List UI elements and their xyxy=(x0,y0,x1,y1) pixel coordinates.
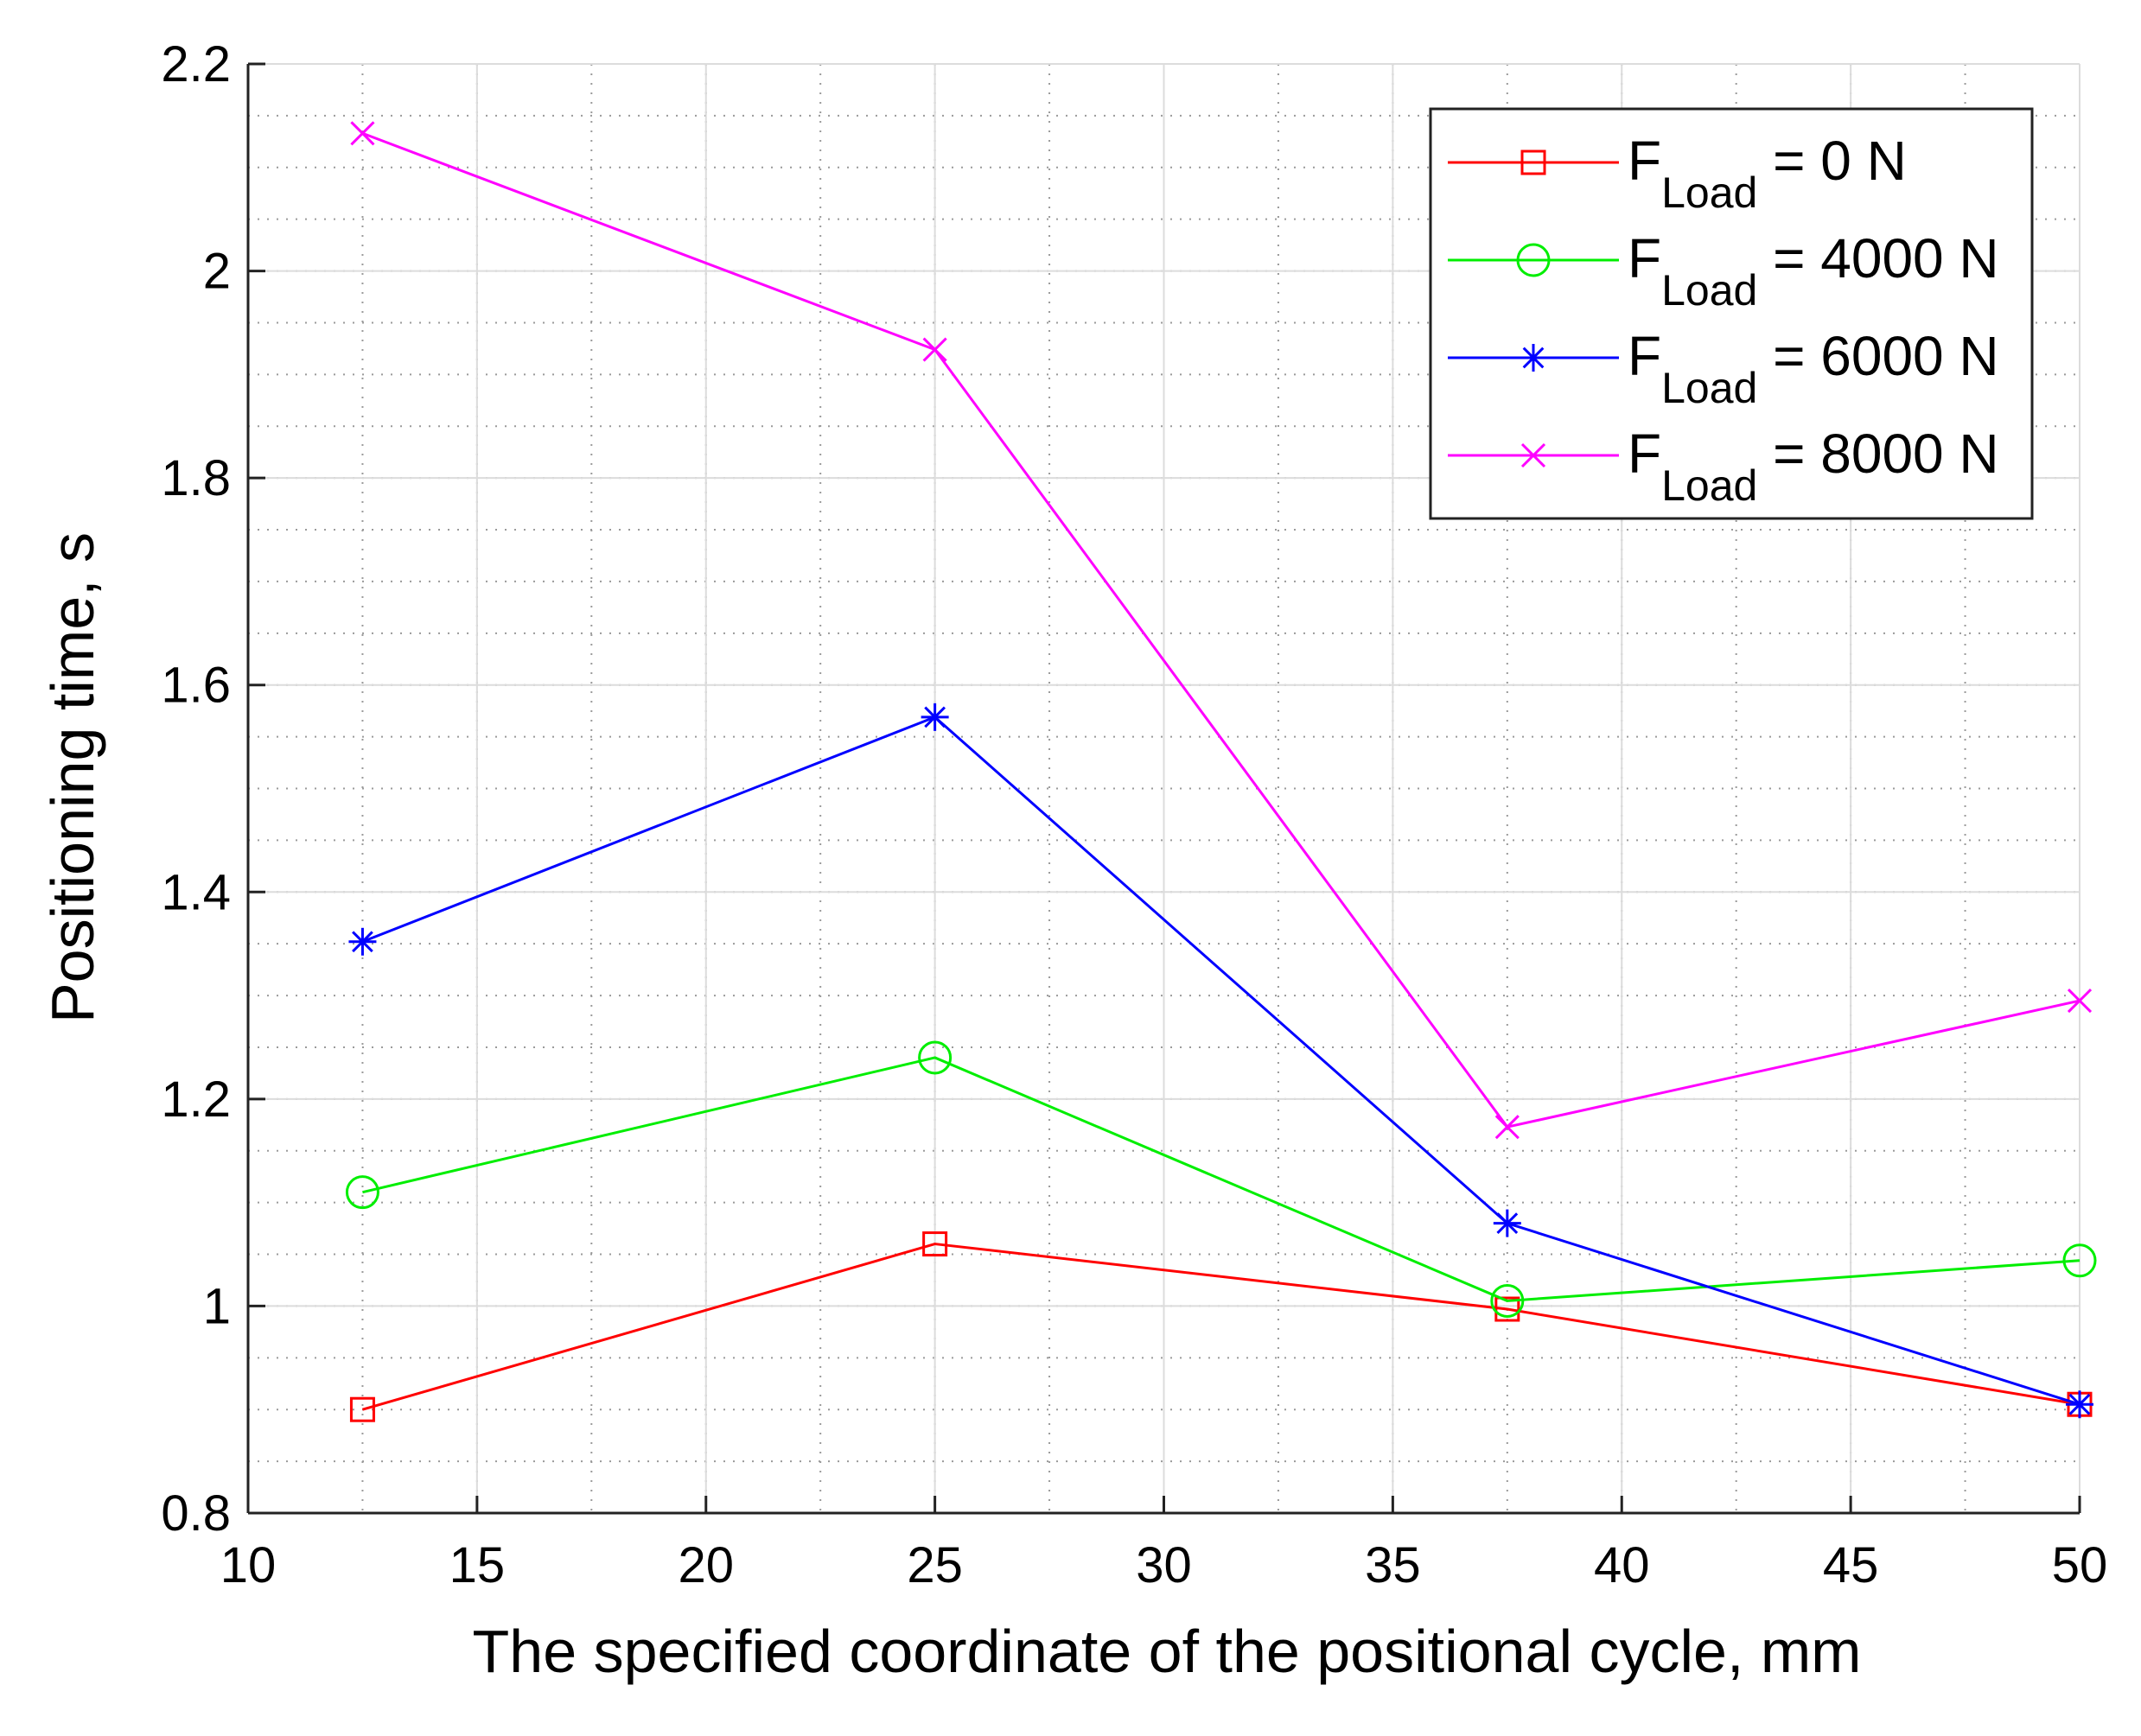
x-tick-label: 50 xyxy=(2052,1537,2108,1593)
x-tick-label: 20 xyxy=(678,1537,734,1593)
x-tick-label: 10 xyxy=(220,1537,277,1593)
legend-label-main: F xyxy=(1628,325,1661,387)
legend-box xyxy=(1429,107,2034,520)
legend-label: FLoad = 6000 N xyxy=(1628,325,1999,412)
x-marker-stroke xyxy=(1520,442,1546,468)
legend-item: FLoad = 4000 N xyxy=(1448,227,1999,315)
x-tick-label: 45 xyxy=(1823,1537,1879,1593)
data-point xyxy=(921,703,949,731)
series-2 xyxy=(348,703,2093,1419)
axes xyxy=(246,62,2081,1515)
legend-label: FLoad = 0 N xyxy=(1628,130,1907,217)
legend-marker xyxy=(1520,442,1546,468)
circle-marker-shape xyxy=(1490,1283,1525,1318)
legend-label-subscript: Load xyxy=(1661,169,1757,217)
data-point xyxy=(1493,1209,1521,1237)
series-line xyxy=(361,131,2080,1129)
tick-labels: 10 15 20 25 30 35 40 45 50 0.8 1 1.2 1.4 1.6 1.8 2 2.2 xyxy=(161,36,2107,1593)
asterisk-stroke xyxy=(924,706,946,728)
legend-label: FLoad = 4000 N xyxy=(1628,227,1999,315)
data-point xyxy=(922,1231,948,1257)
circle-marker-shape xyxy=(2062,1243,2097,1278)
series-line xyxy=(362,1056,2080,1302)
square-marker-shape xyxy=(1494,1296,1520,1322)
data-point xyxy=(350,121,375,146)
circle-marker-shape xyxy=(1516,243,1551,277)
series-layer xyxy=(345,121,2097,1422)
y-tick-label: 2.2 xyxy=(161,36,231,92)
legend-label-value: = 8000 N xyxy=(1757,423,1998,485)
x-marker-stroke xyxy=(350,121,375,146)
x-axis-label: The specified coordinate of the position… xyxy=(473,1618,1862,1685)
data-point xyxy=(345,1175,379,1210)
x-tick-label: 15 xyxy=(449,1537,506,1593)
y-tick-label: 1 xyxy=(203,1278,231,1334)
data-point xyxy=(349,1396,375,1422)
asterisk-stroke xyxy=(1522,347,1545,369)
series-3 xyxy=(350,121,2093,1140)
legend-item: FLoad = 0 N xyxy=(1448,130,1907,217)
legend-marker xyxy=(1520,149,1546,175)
series-line xyxy=(362,1243,2080,1411)
data-point xyxy=(1490,1283,1525,1318)
circle-marker-shape xyxy=(918,1040,953,1075)
data-point xyxy=(1494,1296,1520,1322)
series-1 xyxy=(345,1040,2097,1318)
x-marker-stroke xyxy=(1494,1115,1520,1140)
y-tick-label: 1.8 xyxy=(161,450,231,506)
circle-marker-shape xyxy=(345,1175,379,1210)
legend-label: FLoad = 8000 N xyxy=(1628,423,1999,510)
legend-label-main: F xyxy=(1628,227,1661,289)
x-tick-label: 25 xyxy=(907,1537,963,1593)
legend-marker xyxy=(1516,243,1551,277)
asterisk-stroke xyxy=(2068,1393,2091,1415)
legend-marker xyxy=(1520,344,1547,372)
asterisk-stroke xyxy=(352,931,373,953)
legend-item: FLoad = 6000 N xyxy=(1448,325,1999,412)
data-point xyxy=(2067,989,2093,1014)
x-tick-label: 35 xyxy=(1365,1537,1421,1593)
square-marker-shape xyxy=(922,1231,948,1257)
data-point xyxy=(2062,1243,2097,1278)
y-tick-label: 2 xyxy=(203,244,231,300)
data-point xyxy=(1494,1115,1520,1140)
y-tick-label: 1.2 xyxy=(161,1071,231,1128)
x-tick-label: 30 xyxy=(1136,1537,1192,1593)
legend-label-value: = 4000 N xyxy=(1757,227,1998,289)
data-point xyxy=(918,1040,953,1075)
legend-label-main: F xyxy=(1628,130,1661,192)
y-tick-label: 1.4 xyxy=(161,864,231,920)
data-point xyxy=(348,927,377,956)
legend-item: FLoad = 8000 N xyxy=(1448,423,1999,510)
asterisk-stroke xyxy=(1496,1212,1519,1234)
y-tick-label: 0.8 xyxy=(161,1485,231,1542)
data-point xyxy=(2066,1390,2093,1419)
x-marker-stroke xyxy=(2067,989,2093,1014)
legend-label-value: = 0 N xyxy=(1757,130,1907,192)
legend-label-subscript: Load xyxy=(1661,364,1757,412)
legend-label-subscript: Load xyxy=(1661,461,1757,510)
legend-label-main: F xyxy=(1628,423,1661,485)
x-marker-stroke xyxy=(922,337,947,362)
series-line xyxy=(361,715,2080,1406)
y-tick-label: 1.6 xyxy=(161,658,231,714)
x-tick-label: 40 xyxy=(1594,1537,1650,1593)
legend-label-value: = 6000 N xyxy=(1757,325,1998,387)
square-marker-shape xyxy=(1520,149,1546,175)
y-axis-label: Positioning time, s xyxy=(39,532,106,1023)
square-marker-shape xyxy=(349,1396,375,1422)
data-point xyxy=(922,337,947,362)
legend-label-subscript: Load xyxy=(1661,266,1757,315)
series-0 xyxy=(349,1231,2093,1422)
